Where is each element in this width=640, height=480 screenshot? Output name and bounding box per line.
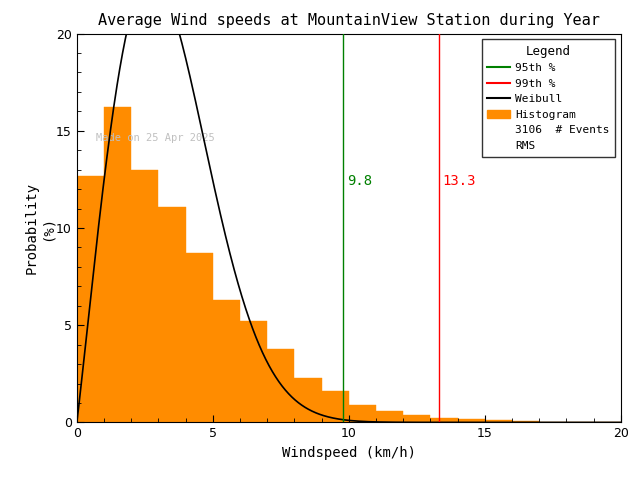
Bar: [322, 391, 349, 422]
Bar: [349, 405, 376, 422]
Bar: [240, 321, 268, 422]
Bar: [104, 108, 131, 422]
Bar: [431, 418, 458, 422]
Bar: [403, 415, 431, 422]
Text: 13.3: 13.3: [443, 174, 476, 188]
Bar: [77, 176, 104, 422]
Bar: [212, 300, 240, 422]
Y-axis label: Probability
(%): Probability (%): [24, 182, 54, 274]
Legend: 95th %, 99th %, Weibull, Histogram, 3106  # Events, RMS: 95th %, 99th %, Weibull, Histogram, 3106…: [482, 39, 615, 156]
Bar: [159, 206, 186, 422]
Bar: [512, 421, 540, 422]
Bar: [485, 420, 512, 422]
Bar: [294, 378, 322, 422]
Text: Made on 25 Apr 2025: Made on 25 Apr 2025: [96, 132, 214, 143]
Bar: [131, 169, 158, 422]
Text: 9.8: 9.8: [348, 174, 372, 188]
Bar: [268, 348, 294, 422]
X-axis label: Windspeed (km/h): Windspeed (km/h): [282, 446, 416, 460]
Bar: [376, 411, 403, 422]
Bar: [458, 420, 485, 422]
Bar: [186, 253, 212, 422]
Title: Average Wind speeds at MountainView Station during Year: Average Wind speeds at MountainView Stat…: [98, 13, 600, 28]
